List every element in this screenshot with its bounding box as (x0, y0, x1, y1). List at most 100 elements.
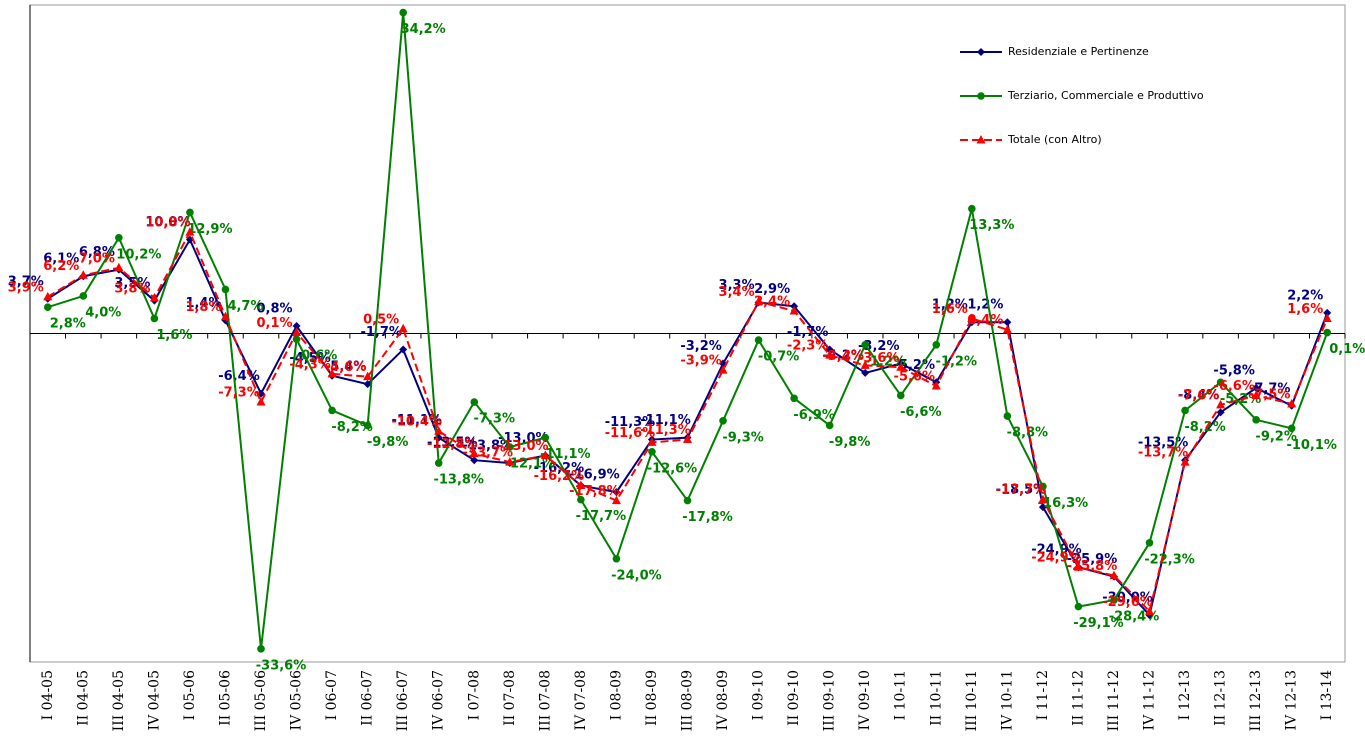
value-label: -13,7% (463, 446, 514, 461)
x-tick-label: II 04-05 (75, 670, 91, 726)
value-label: 10,0% (145, 215, 190, 230)
point-marker (612, 554, 621, 563)
value-label: 4,0% (85, 305, 121, 320)
x-tick-label: III 12-13 (1248, 670, 1264, 731)
legend-label: Residenziale e Pertinenze (1008, 45, 1149, 58)
value-label: 0,1% (1329, 342, 1365, 357)
value-label: -1,7% (787, 325, 828, 340)
point-marker (540, 450, 550, 460)
x-tick-label: I 04-05 (40, 670, 56, 720)
point-marker (576, 480, 586, 490)
value-label: -9,8% (829, 435, 870, 450)
point-marker (1073, 562, 1083, 571)
x-tick-label: IV 12-13 (1284, 670, 1300, 730)
value-label: -11,1% (640, 413, 691, 428)
point-marker (647, 437, 657, 446)
x-tick-label: II 10-11 (928, 670, 944, 726)
value-label: -8,2% (331, 420, 372, 435)
value-label: -7,3% (218, 386, 259, 401)
point-marker (43, 303, 52, 312)
value-label: 6,2% (43, 259, 79, 274)
value-label: -10,1% (1286, 438, 1337, 453)
point-marker (150, 314, 159, 323)
point-marker (577, 495, 585, 504)
series: 3,7%6,1% 6,8%3,5%10,0%1,4%-6,4%0,8%-4,5%-… (8, 215, 1332, 620)
x-tick-label: IV 06-07 (431, 670, 447, 730)
point-marker (114, 262, 124, 272)
point-marker (1180, 457, 1190, 466)
value-label: -3,9% (680, 354, 721, 369)
value-label: 1,2% (967, 298, 1003, 313)
series: 3,9%6,2%7,0%3,8%10,8%1,8%-7,3%0,1%-4,3%-… (8, 216, 1332, 615)
value-label: 6,8% (79, 245, 115, 260)
value-label: -29,1% (1073, 616, 1124, 631)
x-tick-label: III 10-11 (964, 670, 980, 731)
value-label: -13,0% (498, 439, 549, 454)
point-marker (861, 368, 870, 377)
point-marker (1109, 570, 1119, 580)
value-label: -7,6% (1178, 388, 1219, 403)
point-marker (1322, 313, 1332, 322)
point-marker (292, 327, 302, 337)
value-label: -1,7% (360, 325, 401, 340)
value-label: 3,9% (8, 280, 44, 295)
point-marker (1216, 408, 1225, 417)
point-marker (1251, 390, 1261, 399)
point-marker (220, 311, 230, 321)
point-marker (1002, 324, 1012, 334)
value-label: 10,2% (116, 247, 161, 262)
point-marker (968, 204, 976, 213)
legend-marker (977, 48, 985, 56)
value-label: -12,6% (647, 461, 698, 476)
point-marker (612, 488, 621, 497)
value-label: -11,1% (391, 413, 442, 428)
x-tick-label: I 13-14 (1319, 670, 1335, 720)
x-tick-label: I 10-11 (893, 670, 909, 720)
point-marker (683, 434, 692, 444)
point-marker (221, 285, 230, 294)
point-marker (896, 391, 905, 400)
value-label: 13,3% (969, 218, 1014, 233)
point-marker (1287, 398, 1297, 408)
x-tick-label: II 11-12 (1070, 670, 1086, 726)
point-marker (185, 227, 195, 236)
value-label: 7,0% (79, 251, 115, 266)
point-marker (1252, 416, 1260, 424)
value-label: -16,2% (534, 469, 585, 484)
value-label: 1,6% (156, 328, 192, 343)
point-marker (434, 426, 444, 435)
value-label: -7,5% (1249, 387, 1290, 402)
value-label: 2,2% (1287, 288, 1323, 303)
point-marker (292, 321, 301, 330)
point-marker (1216, 378, 1225, 387)
value-label: -16,9% (569, 468, 620, 483)
point-marker (149, 292, 159, 302)
point-marker (186, 208, 194, 217)
x-tick-label: III 09-10 (822, 670, 838, 731)
value-label: -17,8% (682, 510, 733, 525)
x-tick-label: I 06-07 (324, 670, 340, 720)
point-marker (1216, 399, 1226, 409)
value-label: 2,9% (754, 282, 790, 297)
x-tick-label: III 06-07 (395, 670, 411, 731)
value-label: -6,6% (900, 405, 941, 420)
value-label: -6,9% (793, 408, 834, 423)
series: 2,8%4,0%10,2%1,6%12,9%4,7%-33,6%-0,6%-8,… (43, 8, 1365, 673)
value-label: 3,4% (719, 285, 755, 300)
value-label: -11,3% (640, 423, 691, 438)
value-label: 34,2% (401, 22, 446, 37)
point-marker (967, 313, 977, 322)
point-marker (328, 406, 336, 415)
x-tick-label: IV 07-08 (573, 670, 589, 730)
x-tick-label: I 08-09 (608, 670, 624, 720)
value-label: -2,3% (787, 339, 828, 354)
value-label: -24,9% (1031, 543, 1082, 558)
point-marker (718, 365, 728, 374)
point-marker (1038, 494, 1048, 504)
value-label: 1,2% (932, 298, 968, 313)
value-label: -7,3% (474, 412, 515, 427)
x-tick-label: III 05-06 (253, 670, 269, 731)
value-label: 4,7% (227, 299, 263, 314)
point-marker (648, 447, 656, 456)
